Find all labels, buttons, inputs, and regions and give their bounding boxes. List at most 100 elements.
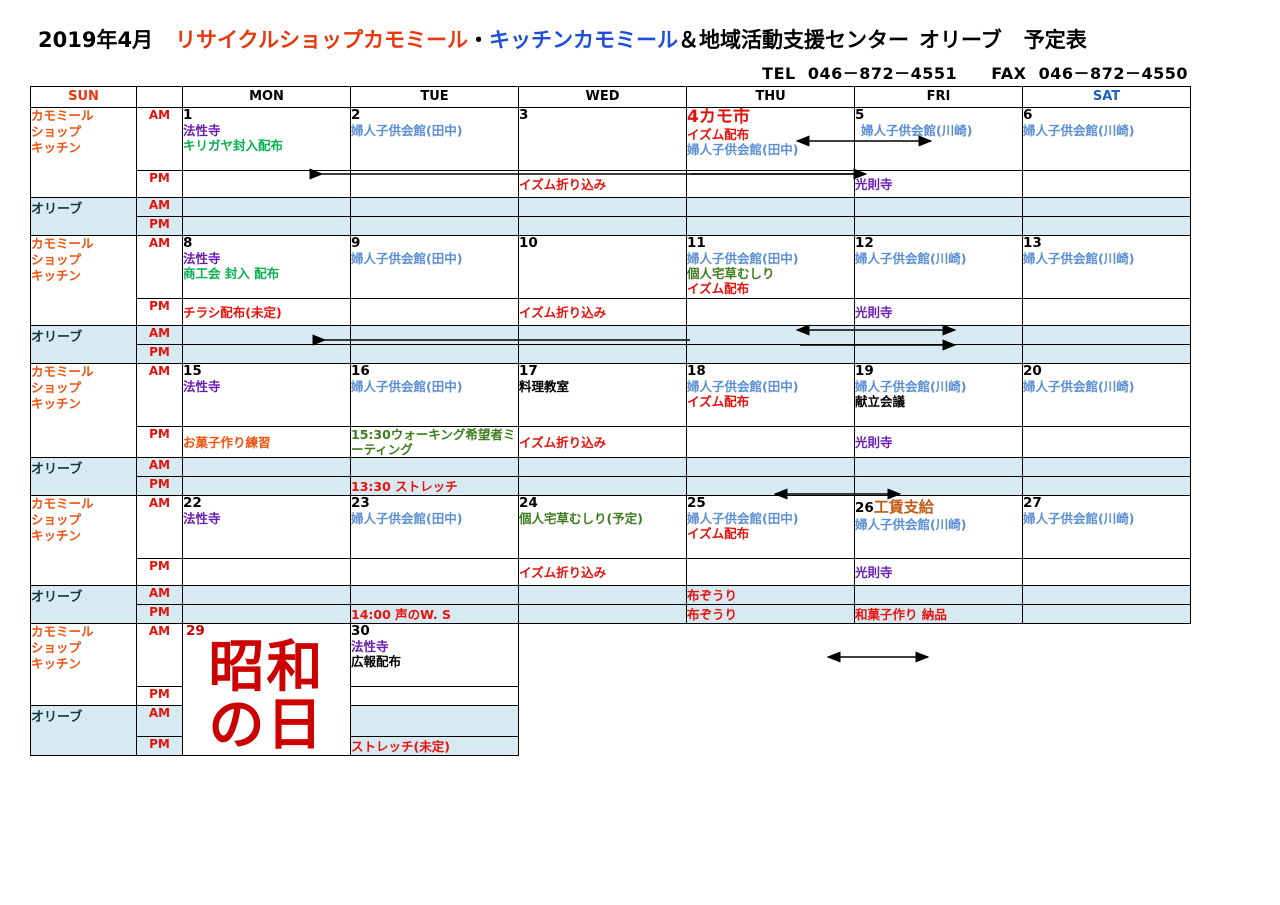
calendar-slot-cell[interactable]: [686, 325, 855, 345]
calendar-slot-cell[interactable]: [854, 585, 1023, 605]
calendar-slot-cell[interactable]: 布ぞうり: [686, 604, 855, 624]
calendar-day-cell[interactable]: 25 婦人子供会館(田中) イズム配布: [686, 495, 855, 559]
calendar-slot-cell[interactable]: 13:30 ストレッチ: [350, 476, 519, 496]
calendar-slot-cell[interactable]: 14:00 声のW. S: [350, 604, 519, 624]
calendar-slot-cell[interactable]: チラシ配布(未定): [182, 298, 351, 326]
calendar-slot-cell[interactable]: [854, 216, 1023, 236]
calendar-slot-cell[interactable]: [518, 585, 687, 605]
calendar-day-cell[interactable]: 1 法性寺 キリガヤ封入配布: [182, 107, 351, 171]
calendar-day-cell[interactable]: 30 法性寺 広報配布: [350, 623, 519, 687]
calendar-slot-cell[interactable]: [686, 197, 855, 217]
calendar-slot-cell[interactable]: 光則寺: [854, 298, 1023, 326]
calendar-slot-cell[interactable]: [350, 216, 519, 236]
calendar-slot-cell[interactable]: [686, 170, 855, 198]
calendar-day-cell[interactable]: 12 婦人子供会館(川崎): [854, 235, 1023, 299]
calendar-slot-cell[interactable]: [686, 298, 855, 326]
calendar-slot-cell[interactable]: [1022, 344, 1191, 364]
calendar-slot-cell[interactable]: [686, 216, 855, 236]
calendar-day-cell[interactable]: 20 婦人子供会館(川崎): [1022, 363, 1191, 427]
calendar-slot-cell[interactable]: [686, 426, 855, 458]
calendar-day-cell[interactable]: 6 婦人子供会館(川崎): [1022, 107, 1191, 171]
calendar-slot-cell[interactable]: [182, 585, 351, 605]
calendar-slot-cell[interactable]: [854, 344, 1023, 364]
calendar-slot-cell[interactable]: [1022, 457, 1191, 477]
calendar-day-cell[interactable]: 27 婦人子供会館(川崎): [1022, 495, 1191, 559]
calendar-slot-cell[interactable]: お菓子作り練習: [182, 426, 351, 458]
calendar-slot-cell[interactable]: [182, 344, 351, 364]
calendar-slot-cell[interactable]: [350, 705, 519, 737]
calendar-day-cell[interactable]: 10: [518, 235, 687, 299]
calendar-slot-cell[interactable]: [1022, 216, 1191, 236]
calendar-day-cell[interactable]: 17 料理教室: [518, 363, 687, 427]
calendar-slot-cell[interactable]: [1022, 426, 1191, 458]
calendar-slot-cell[interactable]: イズム折り込み: [518, 558, 687, 586]
calendar-slot-cell[interactable]: [518, 457, 687, 477]
calendar-day-cell[interactable]: 8 法性寺 商工会 封入 配布: [182, 235, 351, 299]
calendar-slot-cell[interactable]: [350, 558, 519, 586]
calendar-slot-cell[interactable]: [686, 476, 855, 496]
calendar-slot-cell[interactable]: [1022, 298, 1191, 326]
calendar-slot-cell[interactable]: [686, 457, 855, 477]
calendar-day-cell[interactable]: 16 婦人子供会館(田中): [350, 363, 519, 427]
calendar-slot-cell[interactable]: [182, 216, 351, 236]
calendar-slot-cell[interactable]: [350, 170, 519, 198]
calendar-slot-cell[interactable]: [182, 197, 351, 217]
calendar-slot-cell[interactable]: ストレッチ(未定): [350, 736, 519, 756]
calendar-slot-cell[interactable]: [350, 344, 519, 364]
calendar-slot-cell[interactable]: [1022, 476, 1191, 496]
calendar-slot-cell[interactable]: [350, 686, 519, 706]
calendar-slot-cell[interactable]: 和菓子作り 納品: [854, 604, 1023, 624]
calendar-slot-cell[interactable]: [350, 197, 519, 217]
calendar-slot-cell[interactable]: 15:30ウォーキング希望者ミーティング: [350, 426, 519, 458]
calendar-day-cell[interactable]: 3: [518, 107, 687, 171]
calendar-slot-cell[interactable]: [854, 457, 1023, 477]
calendar-day-cell[interactable]: 26工賃支給 婦人子供会館(川崎): [854, 495, 1023, 559]
calendar-slot-cell[interactable]: 光則寺: [854, 426, 1023, 458]
calendar-slot-cell[interactable]: [1022, 170, 1191, 198]
calendar-day-cell[interactable]: 18 婦人子供会館(田中) イズム配布: [686, 363, 855, 427]
calendar-slot-cell[interactable]: [182, 604, 351, 624]
calendar-slot-cell[interactable]: [686, 558, 855, 586]
calendar-slot-cell[interactable]: イズム折り込み: [518, 426, 687, 458]
calendar-slot-cell[interactable]: [518, 216, 687, 236]
calendar-slot-cell[interactable]: [350, 585, 519, 605]
calendar-slot-cell[interactable]: [854, 476, 1023, 496]
calendar-slot-cell[interactable]: [182, 457, 351, 477]
calendar-slot-cell[interactable]: [182, 325, 351, 345]
calendar-slot-cell[interactable]: [1022, 558, 1191, 586]
calendar-day-cell[interactable]: 5 婦人子供会館(川崎): [854, 107, 1023, 171]
calendar-slot-cell[interactable]: [350, 457, 519, 477]
calendar-slot-cell[interactable]: [518, 325, 687, 345]
calendar-slot-cell[interactable]: [1022, 197, 1191, 217]
calendar-slot-cell[interactable]: [686, 344, 855, 364]
calendar-slot-cell[interactable]: [182, 170, 351, 198]
calendar-slot-cell[interactable]: 布ぞうり: [686, 585, 855, 605]
calendar-slot-cell[interactable]: [182, 558, 351, 586]
calendar-slot-cell[interactable]: 光則寺: [854, 170, 1023, 198]
calendar-slot-cell[interactable]: [1022, 585, 1191, 605]
calendar-slot-cell[interactable]: [854, 325, 1023, 345]
calendar-slot-cell[interactable]: [518, 344, 687, 364]
holiday-cell[interactable]: 29 昭和 の日: [182, 623, 351, 756]
calendar-day-cell[interactable]: 4カモ市 イズム配布 婦人子供会館(田中): [686, 107, 855, 171]
calendar-slot-cell[interactable]: [518, 197, 687, 217]
calendar-slot-cell[interactable]: [1022, 604, 1191, 624]
calendar-slot-cell[interactable]: イズム折り込み: [518, 170, 687, 198]
calendar-slot-cell[interactable]: [1022, 325, 1191, 345]
calendar-day-cell[interactable]: 19 婦人子供会館(川崎) 献立会議: [854, 363, 1023, 427]
calendar-slot-cell[interactable]: [350, 325, 519, 345]
calendar-day-cell[interactable]: 15 法性寺: [182, 363, 351, 427]
calendar-day-cell[interactable]: 24 個人宅草むしり(予定): [518, 495, 687, 559]
calendar-slot-cell[interactable]: 光則寺: [854, 558, 1023, 586]
calendar-slot-cell[interactable]: [518, 604, 687, 624]
calendar-day-cell[interactable]: 13 婦人子供会館(川崎): [1022, 235, 1191, 299]
calendar-slot-cell[interactable]: [854, 197, 1023, 217]
calendar-day-cell[interactable]: 22 法性寺: [182, 495, 351, 559]
calendar-slot-cell[interactable]: [182, 476, 351, 496]
calendar-slot-cell[interactable]: [518, 476, 687, 496]
calendar-day-cell[interactable]: 2 婦人子供会館(田中): [350, 107, 519, 171]
calendar-day-cell[interactable]: 23 婦人子供会館(田中): [350, 495, 519, 559]
calendar-day-cell[interactable]: 11 婦人子供会館(田中) 個人宅草むしり イズム配布: [686, 235, 855, 299]
calendar-slot-cell[interactable]: [350, 298, 519, 326]
calendar-slot-cell[interactable]: イズム折り込み: [518, 298, 687, 326]
